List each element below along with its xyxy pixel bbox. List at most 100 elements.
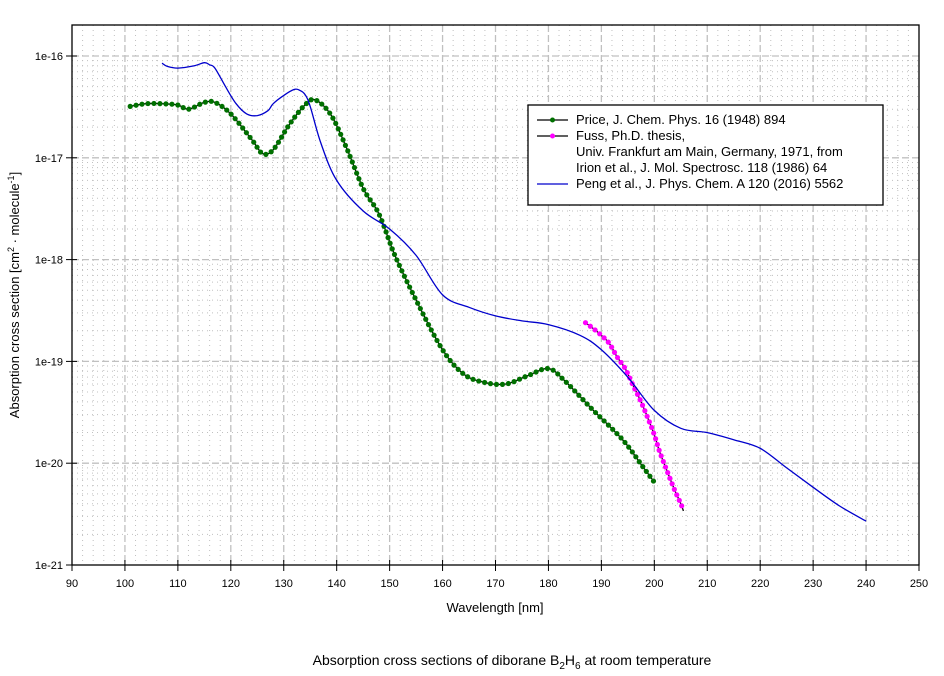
series-marker (597, 414, 603, 420)
series-marker (407, 284, 413, 290)
series-marker (347, 153, 353, 160)
series-marker (254, 144, 260, 150)
y-tick-label: 1e-19 (35, 356, 63, 368)
series-marker (614, 430, 620, 437)
series-marker (544, 365, 551, 372)
series-marker (605, 422, 612, 428)
series-marker (559, 375, 565, 381)
series-marker (163, 101, 169, 107)
series-marker (349, 159, 355, 165)
series-1 (582, 320, 685, 512)
series-marker (385, 235, 391, 241)
series-marker (563, 379, 569, 385)
series-marker (371, 202, 377, 208)
series-marker (356, 176, 362, 182)
series-marker (476, 378, 482, 384)
series-marker (648, 424, 655, 431)
series-marker (394, 257, 400, 263)
series-marker (465, 374, 471, 380)
series-marker (396, 262, 402, 268)
y-tick-label: 1e-17 (35, 153, 63, 165)
series-marker (609, 344, 615, 350)
legend-item-0: Price, J. Chem. Phys. 16 (1948) 894 (537, 112, 786, 127)
x-tick-label: 100 (116, 578, 134, 590)
x-tick-label: 140 (328, 578, 346, 590)
y-tick-label: 1e-20 (35, 458, 63, 470)
series-marker (665, 470, 671, 476)
series-marker (401, 273, 408, 279)
x-tick-label: 130 (275, 578, 293, 590)
series-marker (175, 102, 181, 108)
series-marker (268, 149, 274, 155)
legend-label: Peng et al., J. Phys. Chem. A 120 (2016)… (576, 176, 843, 191)
series-marker (314, 98, 320, 104)
series-marker (376, 212, 383, 218)
x-tick-label: 150 (380, 578, 398, 590)
series-marker (592, 409, 599, 416)
series-marker (650, 478, 657, 484)
x-tick-label: 180 (539, 578, 557, 590)
series-marker (415, 300, 421, 306)
series-marker (592, 327, 598, 333)
series-marker (644, 413, 650, 419)
series-0 (127, 97, 657, 484)
series-line (161, 62, 867, 522)
series-marker (364, 192, 370, 198)
series-marker (647, 473, 653, 479)
x-tick-label: 220 (751, 578, 769, 590)
x-tick-label: 240 (857, 578, 875, 590)
x-tick-label: 230 (804, 578, 822, 590)
legend-item-1: Fuss, Ph.D. thesis,Univ. Frankfurt am Ma… (537, 128, 843, 175)
series-marker (455, 366, 461, 373)
series-marker (340, 137, 346, 143)
series-marker (460, 370, 466, 376)
series-marker (656, 447, 662, 453)
series-marker (319, 101, 325, 107)
series-marker (423, 316, 429, 322)
series-marker (288, 119, 294, 125)
series-marker (567, 383, 574, 390)
series-marker (330, 115, 336, 121)
series-marker (679, 503, 685, 509)
x-axis-label: Wavelength [nm] (446, 600, 543, 615)
series-marker (425, 322, 432, 328)
series-marker (511, 379, 517, 385)
chart-title: Absorption cross sections of diborane B2… (313, 652, 712, 672)
series-marker (361, 187, 367, 193)
legend-swatch-marker (550, 133, 555, 139)
series-marker (169, 101, 175, 107)
series-marker (440, 348, 446, 354)
series-marker (493, 381, 500, 387)
series-marker (451, 362, 457, 368)
series-marker (443, 353, 450, 359)
x-tick-label: 190 (592, 578, 610, 590)
x-tick-label: 170 (486, 578, 504, 590)
x-tick-label: 110 (169, 578, 187, 590)
series-marker (658, 453, 664, 459)
x-axis: 90 100 110 120 130 140 150 160 170 180 190 200 210 22… (66, 560, 928, 590)
series-marker (627, 375, 633, 381)
series-marker (420, 311, 426, 317)
series-marker (642, 408, 648, 414)
series-marker (197, 101, 203, 107)
series-marker (295, 109, 301, 115)
series-marker (611, 349, 618, 355)
series-marker (387, 240, 393, 246)
series-marker (447, 357, 453, 364)
series-marker (281, 129, 288, 135)
series-marker (637, 397, 643, 403)
series-marker (651, 430, 657, 436)
series-marker (338, 131, 344, 137)
series-marker (646, 419, 652, 425)
series-marker (660, 458, 666, 465)
series-marker (653, 436, 659, 442)
legend-label: Fuss, Ph.D. thesis, (576, 128, 685, 143)
x-tick-label: 160 (433, 578, 451, 590)
series-marker (643, 468, 649, 475)
series-marker (636, 459, 642, 465)
series-marker (243, 130, 249, 136)
series-marker (588, 405, 594, 411)
series-marker (139, 101, 145, 107)
series-marker (576, 392, 582, 398)
